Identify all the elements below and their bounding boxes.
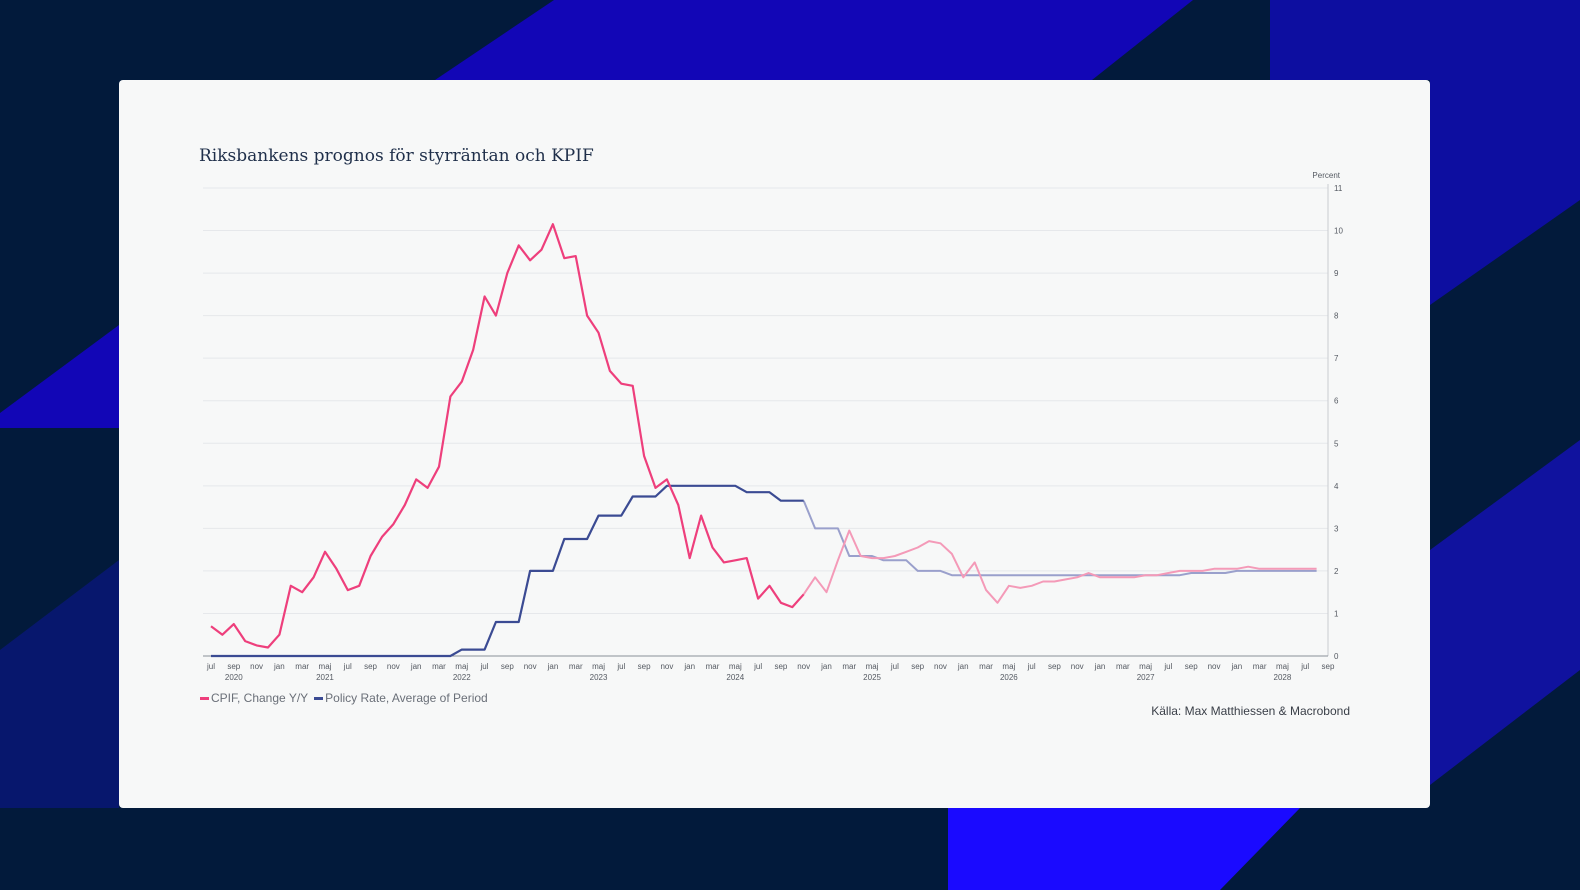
legend-label-policy-rate: Policy Rate, Average of Period xyxy=(325,691,488,705)
y-tick-label: 4 xyxy=(1334,482,1339,491)
x-tick-label: mar xyxy=(706,662,720,671)
x-tick-label: nov xyxy=(524,662,537,671)
x-tick-label: mar xyxy=(842,662,856,671)
policy-rate-series-line xyxy=(211,484,804,658)
x-year-label: 2028 xyxy=(1274,673,1292,682)
x-tick-label: jul xyxy=(206,662,215,671)
x-tick-label: maj xyxy=(1139,662,1152,671)
x-tick-label: jul xyxy=(1027,662,1036,671)
x-tick-label: sep xyxy=(501,662,514,671)
background-stripe-bottom xyxy=(948,808,1300,890)
y-axis-unit-label: Percent xyxy=(1312,171,1340,180)
y-tick-label: 3 xyxy=(1334,524,1339,533)
cpif-series-line xyxy=(210,223,805,649)
y-tick-label: 1 xyxy=(1334,609,1339,618)
y-tick-label: 11 xyxy=(1334,184,1343,193)
x-tick-label: maj xyxy=(592,662,605,671)
x-tick-label: sep xyxy=(774,662,787,671)
y-tick-label: 7 xyxy=(1334,354,1339,363)
x-tick-label: sep xyxy=(1048,662,1061,671)
x-tick-label: sep xyxy=(1322,662,1335,671)
legend-label-cpif: CPIF, Change Y/Y xyxy=(211,691,309,705)
legend: CPIF, Change Y/Y Policy Rate, Average of… xyxy=(200,691,488,705)
x-year-label: 2023 xyxy=(590,673,608,682)
x-tick-label: jul xyxy=(1163,662,1172,671)
x-tick-label: nov xyxy=(1071,662,1084,671)
x-tick-label: jan xyxy=(957,662,969,671)
x-tick-label: maj xyxy=(729,662,742,671)
legend-swatch-cpif xyxy=(200,696,209,700)
x-tick-label: nov xyxy=(1208,662,1221,671)
x-tick-label: mar xyxy=(432,662,446,671)
x-tick-label: mar xyxy=(1116,662,1130,671)
x-tick-label: nov xyxy=(660,662,673,671)
x-tick-label: sep xyxy=(911,662,924,671)
x-year-label: 2025 xyxy=(863,673,881,682)
background-stripe-left xyxy=(0,325,119,428)
background-stripe-top xyxy=(435,0,1193,80)
chart-title: Riksbankens prognos för styrräntan och K… xyxy=(199,146,594,166)
chart-card xyxy=(119,80,1430,808)
x-tick-label: jan xyxy=(1230,662,1242,671)
x-tick-label: maj xyxy=(866,662,879,671)
x-tick-label: maj xyxy=(319,662,332,671)
x-tick-label: jan xyxy=(1094,662,1106,671)
x-tick-label: jul xyxy=(1300,662,1309,671)
x-year-label: 2024 xyxy=(726,673,744,682)
y-tick-label: 2 xyxy=(1334,567,1339,576)
x-tick-label: mar xyxy=(295,662,309,671)
y-tick-label: 10 xyxy=(1334,227,1343,236)
legend-item-cpif: CPIF, Change Y/Y xyxy=(200,691,308,705)
background-stripe-right xyxy=(1270,0,1580,305)
y-tick-label: 5 xyxy=(1334,439,1339,448)
x-tick-label: maj xyxy=(1002,662,1015,671)
x-tick-label: mar xyxy=(569,662,583,671)
x-tick-label: mar xyxy=(979,662,993,671)
x-tick-label: sep xyxy=(638,662,651,671)
x-tick-label: nov xyxy=(797,662,810,671)
x-tick-label: maj xyxy=(455,662,468,671)
x-year-label: 2026 xyxy=(1000,673,1018,682)
x-tick-label: jul xyxy=(753,662,762,671)
x-tick-label: jan xyxy=(547,662,559,671)
x-tick-label: jan xyxy=(820,662,832,671)
source-note: Källa: Max Matthiessen & Macrobond xyxy=(1151,704,1350,718)
x-year-label: 2020 xyxy=(225,673,243,682)
background-stripe-left-lower xyxy=(0,560,119,808)
x-tick-label: nov xyxy=(387,662,400,671)
x-tick-label: jan xyxy=(410,662,422,671)
x-year-label: 2022 xyxy=(453,673,471,682)
y-tick-label: 0 xyxy=(1334,652,1339,661)
x-tick-label: sep xyxy=(227,662,240,671)
x-tick-label: jul xyxy=(343,662,352,671)
x-tick-label: jul xyxy=(616,662,625,671)
x-tick-label: jan xyxy=(683,662,695,671)
x-tick-label: nov xyxy=(250,662,263,671)
background-stripe-right-lower xyxy=(1430,440,1580,785)
x-tick-label: jul xyxy=(480,662,489,671)
x-tick-label: sep xyxy=(1185,662,1198,671)
legend-item-policy-rate: Policy Rate, Average of Period xyxy=(314,691,488,705)
legend-swatch-policy-rate xyxy=(314,696,324,700)
x-tick-label: maj xyxy=(1276,662,1289,671)
policy-rate-series-forecast-line xyxy=(802,500,1317,577)
x-tick-label: mar xyxy=(1253,662,1267,671)
x-year-label: 2021 xyxy=(316,673,334,682)
x-tick-label: sep xyxy=(364,662,377,671)
x-tick-label: jul xyxy=(890,662,899,671)
y-tick-label: 9 xyxy=(1334,269,1339,278)
cpif-series-forecast-line xyxy=(802,529,1317,604)
x-year-label: 2027 xyxy=(1137,673,1155,682)
y-tick-label: 8 xyxy=(1334,312,1339,321)
x-tick-label: jan xyxy=(273,662,285,671)
x-tick-label: nov xyxy=(934,662,947,671)
y-tick-label: 6 xyxy=(1334,397,1339,406)
